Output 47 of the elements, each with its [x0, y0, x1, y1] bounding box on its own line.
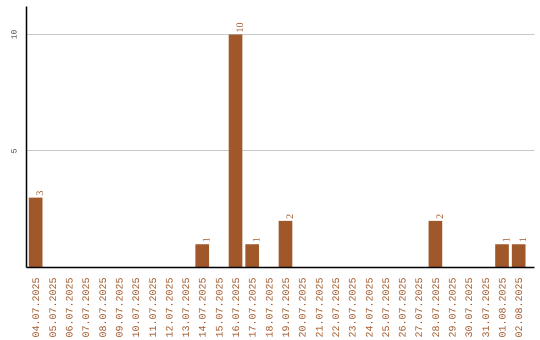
bar: [278, 220, 292, 268]
data-label: 1: [202, 237, 213, 242]
y-tick-label: 5: [10, 148, 20, 154]
x-tick-label: 12.07.2025: [165, 277, 176, 338]
x-tick-label: 22.07.2025: [332, 277, 343, 338]
x-tick-label: 29.07.2025: [448, 277, 460, 338]
x-tick-label: 02.08.2025: [515, 277, 526, 338]
x-tick-label: 07.07.2025: [82, 277, 94, 338]
bar: [28, 198, 42, 268]
x-tick-label: 24.07.2025: [365, 277, 376, 338]
x-tick-label: 01.08.2025: [498, 277, 510, 338]
x-tick-label: 26.07.2025: [398, 277, 410, 338]
x-tick-label: 13.07.2025: [182, 277, 194, 338]
data-label: 1: [518, 237, 530, 242]
x-tick-label: 10.07.2025: [132, 277, 144, 338]
data-label: 1: [252, 237, 263, 242]
x-tick-label: 23.07.2025: [348, 277, 360, 338]
x-tick-label: 04.07.2025: [32, 277, 44, 338]
x-tick-label: 25.07.2025: [382, 277, 393, 338]
x-tick-label: 14.07.2025: [198, 277, 210, 338]
x-tick-label: 19.07.2025: [282, 277, 293, 338]
data-label: 10: [235, 22, 246, 32]
x-tick-label: 17.07.2025: [248, 277, 260, 338]
data-label: 2: [284, 214, 296, 219]
data-label: 2: [434, 214, 446, 219]
x-tick-label: 06.07.2025: [65, 277, 76, 338]
bar: [245, 244, 260, 268]
x-tick-label: 15.07.2025: [215, 277, 226, 338]
data-label: 1: [502, 237, 513, 242]
x-tick-label: 21.07.2025: [315, 277, 326, 338]
x-tick-label: 30.07.2025: [465, 277, 476, 338]
x-tick-label: 31.07.2025: [482, 277, 493, 338]
data-label: 3: [35, 190, 46, 196]
bar: [195, 244, 210, 268]
bar: [428, 220, 442, 268]
x-tick-label: 05.07.2025: [48, 277, 60, 338]
x-tick-label: 28.07.2025: [432, 277, 443, 338]
x-tick-label: 20.07.2025: [298, 277, 310, 338]
bar: [512, 244, 526, 268]
x-tick-label: 18.07.2025: [265, 277, 276, 338]
x-tick-label: 11.07.2025: [148, 277, 160, 338]
x-tick-label: 16.07.2025: [232, 277, 244, 338]
bar: [495, 244, 509, 268]
x-tick-label: 27.07.2025: [415, 277, 426, 338]
x-tick-label: 08.07.2025: [98, 277, 110, 338]
x-tick-label: 09.07.2025: [115, 277, 126, 338]
bar: [228, 34, 242, 268]
